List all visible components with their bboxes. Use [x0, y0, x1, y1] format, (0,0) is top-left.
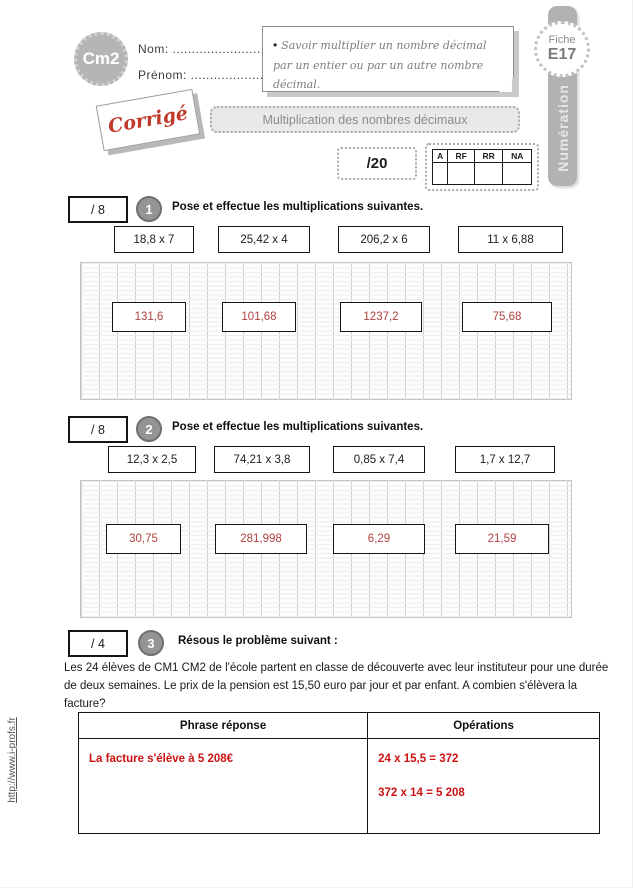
operation-line-1: 24 x 15,5 = 372 — [378, 753, 459, 765]
exercise2-number-badge: 2 — [136, 416, 162, 442]
folded-corner-icon — [499, 77, 514, 92]
exercise1-answer-2: 101,68 — [222, 302, 296, 332]
operation-line-2: 372 x 14 = 5 208 — [378, 787, 465, 799]
grade-header-na: NA — [502, 149, 532, 163]
exercise2-answer-2: 281,998 — [215, 524, 307, 554]
fiche-badge: Fiche E17 — [534, 21, 590, 77]
exercise2-answer-4: 21,59 — [455, 524, 549, 554]
website-link[interactable]: http://www.i-profs.fr — [6, 717, 18, 803]
corrige-stamp: Corrigé — [95, 88, 201, 152]
page-title: Multiplication des nombres décimaux — [210, 106, 520, 133]
exercise1-answer-4: 75,68 — [462, 302, 552, 332]
exercise2-problem-3: 0,85 x 7,4 — [333, 446, 425, 473]
exercise1-score-box: / 8 — [68, 196, 128, 223]
grade-header-rr: RR — [473, 149, 504, 163]
answer-sentence: La facture s'élève à 5 208€ — [89, 753, 234, 765]
grade-cell-empty[interactable] — [431, 162, 449, 185]
table-header-operations: Opérations — [367, 712, 600, 739]
grade-cell-empty[interactable] — [502, 162, 532, 185]
fiche-number: E17 — [547, 46, 577, 63]
objective-text: Savoir multiplier un nombre décimal par … — [273, 39, 487, 92]
fiche-label: Fiche — [548, 34, 576, 46]
website-link-wrap: http://www.i-profs.fr — [4, 685, 20, 835]
exercise3-score-box: / 4 — [68, 630, 128, 657]
firstname-field[interactable]: Prénom: ...................... — [138, 68, 276, 82]
exercise1-problem-2: 25,42 x 4 — [218, 226, 310, 253]
exercise1-answer-1: 131,6 — [112, 302, 186, 332]
level-badge: Cm2 — [74, 32, 128, 86]
exercise3-problem-text: Les 24 élèves de CM1 CM2 de l'école part… — [64, 662, 609, 710]
grade-header-rf: RF — [447, 149, 475, 163]
exercise1-answer-3: 1237,2 — [340, 302, 422, 332]
category-label: Numération — [554, 84, 571, 172]
exercise3-answer-table: Phrase réponse Opérations La facture s'é… — [77, 712, 600, 834]
exercise1-problem-1: 18,8 x 7 — [114, 226, 194, 253]
exercise2-problem-1: 12,3 x 2,5 — [108, 446, 196, 473]
identity-block: Nom: .......................... Prénom: … — [138, 42, 275, 94]
table-header-phrase: Phrase réponse — [77, 712, 369, 739]
bullet-icon: • — [273, 38, 278, 52]
exercise2-answer-3: 6,29 — [333, 524, 425, 554]
exercise1-number-badge: 1 — [136, 196, 162, 222]
grade-header-a: A — [431, 149, 449, 163]
grade-cell-empty[interactable] — [447, 162, 475, 185]
exercise2-problem-2: 74,21 x 3,8 — [214, 446, 310, 473]
grade-box: A RF RR NA — [425, 143, 539, 191]
exercise1-problem-4: 11 x 6,88 — [458, 226, 563, 253]
exercise2-instruction: Pose et effectue les multiplications sui… — [172, 421, 424, 433]
operations-cell[interactable]: 24 x 15,5 = 372 372 x 14 = 5 208 — [367, 738, 600, 834]
exercise1-problem-3: 206,2 x 6 — [338, 226, 430, 253]
grade-table: A RF RR NA — [431, 149, 532, 185]
phrase-answer-cell[interactable]: La facture s'élève à 5 208€ — [77, 738, 369, 834]
score-total-box: /20 — [337, 147, 417, 180]
exercise1-instruction: Pose et effectue les multiplications sui… — [172, 201, 424, 213]
grade-cell-empty[interactable] — [473, 162, 504, 185]
exercise2-score-box: / 8 — [68, 416, 128, 443]
name-field[interactable]: Nom: .......................... — [138, 42, 273, 56]
exercise2-problem-4: 1,7 x 12,7 — [455, 446, 555, 473]
objective-card: • Savoir multiplier un nombre décimal par… — [262, 26, 514, 92]
exercise2-answer-1: 30,75 — [106, 524, 181, 554]
exercise3-instruction: Résous le problème suivant : — [178, 635, 338, 647]
exercise3-number-badge: 3 — [138, 630, 164, 656]
